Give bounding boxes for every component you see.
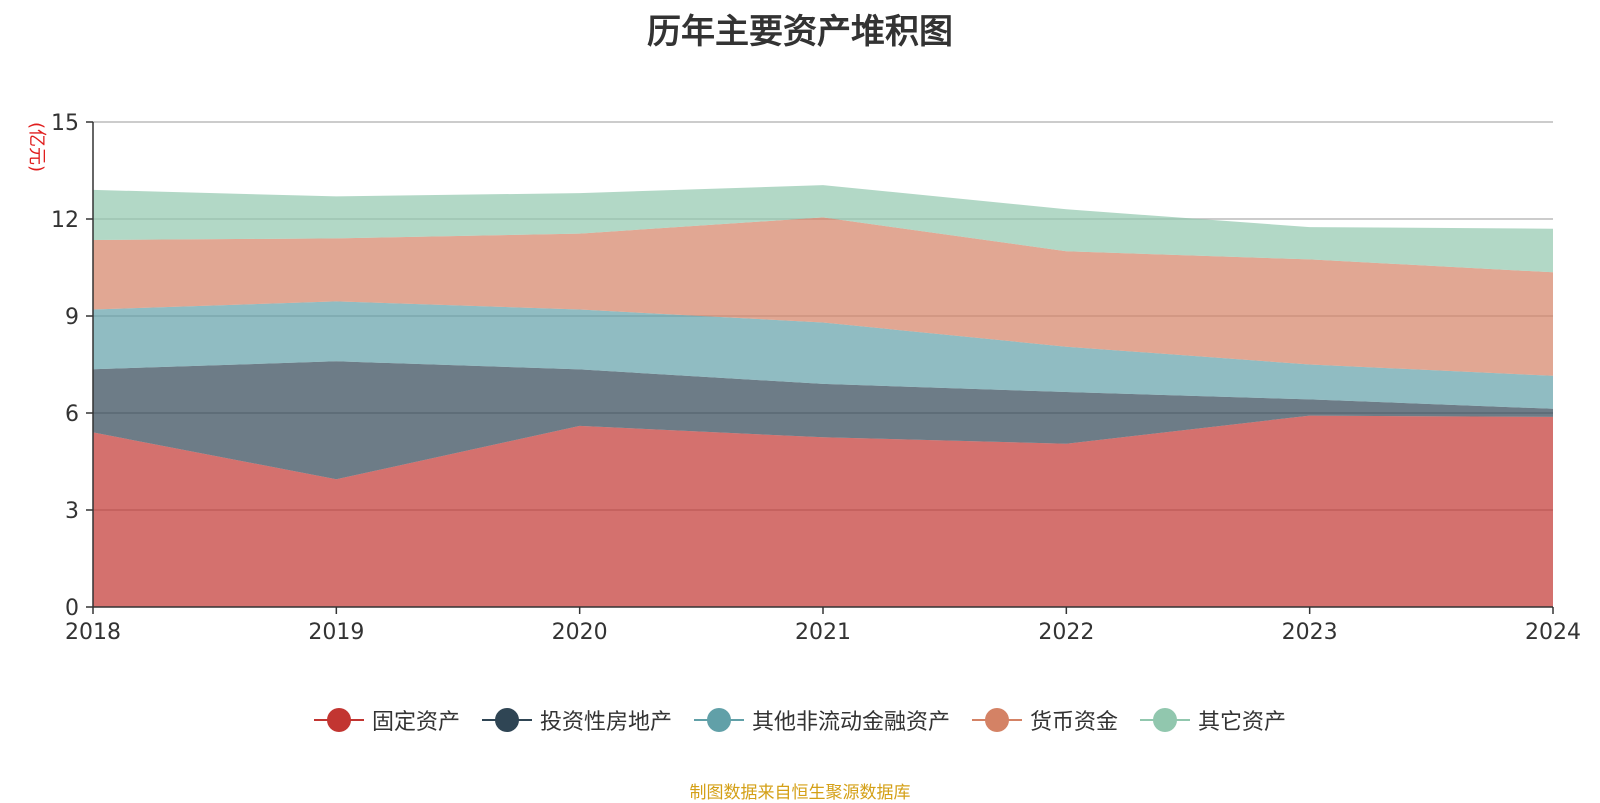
legend-label: 货币资金: [1030, 710, 1119, 735]
legend-label: 投资性房地产: [539, 710, 672, 735]
y-tick-label: 3: [65, 499, 79, 524]
area-series-2: [93, 301, 1553, 409]
y-tick-label: 12: [51, 208, 79, 233]
legend: 固定资产 投资性房地产 其他非流动金融资产 货币资金 其它资产: [0, 704, 1600, 736]
legend-label: 其他非流动金融资产: [751, 710, 950, 735]
legend-item-2[interactable]: 其他非流动金融资产: [693, 704, 950, 736]
area-series-3: [93, 217, 1553, 376]
legend-marker-icon: [1140, 706, 1191, 734]
y-axis-label: (亿元): [26, 122, 47, 172]
source-note: 制图数据来自恒生聚源数据库: [689, 783, 911, 803]
x-tick-label: 2024: [1525, 620, 1581, 645]
axes: 0 3 6 9 12 15 2018 2019 2020 2021 2022 2023 2024: [51, 111, 1581, 645]
legend-item-4[interactable]: 其它资产: [1140, 704, 1286, 736]
legend-label: 其它资产: [1198, 710, 1287, 735]
y-tick-label: 9: [65, 305, 79, 330]
legend-item-3[interactable]: 货币资金: [972, 704, 1118, 736]
area-series-1: [93, 361, 1553, 480]
x-tick-label: 2021: [795, 620, 851, 645]
legend-item-0[interactable]: 固定资产: [313, 704, 460, 736]
y-tick-label: 0: [65, 596, 79, 621]
x-tick-label: 2019: [308, 620, 364, 645]
legend-marker-icon: [693, 706, 744, 734]
x-tick-label: 2022: [1038, 620, 1094, 645]
x-tick-label: 2023: [1282, 620, 1338, 645]
legend-marker-icon: [481, 706, 532, 734]
area-series-0: [93, 415, 1553, 607]
chart-title: 历年主要资产堆积图: [647, 12, 953, 52]
legend-marker-icon: [313, 706, 364, 734]
area-series-4: [93, 185, 1553, 273]
y-tick-label: 6: [65, 402, 79, 427]
legend-label: 固定资产: [371, 710, 460, 735]
x-tick-label: 2020: [552, 620, 608, 645]
y-tick-label: 15: [51, 111, 79, 136]
legend-item-1[interactable]: 投资性房地产: [481, 704, 672, 736]
area-series-layer: [93, 185, 1553, 607]
x-tick-label: 2018: [65, 620, 121, 645]
legend-marker-icon: [972, 706, 1022, 734]
